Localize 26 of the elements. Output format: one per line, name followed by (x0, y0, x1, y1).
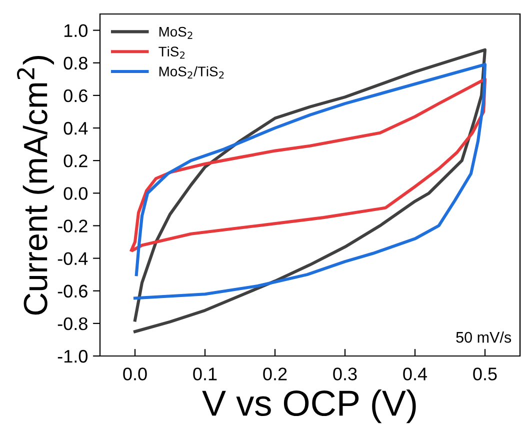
y-axis-title: Current (mA/cm$^{2}$) (16, 56, 54, 315)
x-tick-label: 0.4 (403, 368, 428, 380)
line-series (130, 78, 487, 252)
y-tick-label: 1.0 (64, 24, 88, 38)
y-tick-label: 0.8 (64, 56, 88, 70)
x-tick-label: 0.2 (263, 368, 287, 380)
line-series (133, 62, 487, 300)
y-tick-label: 0.0 (64, 187, 88, 200)
y-tick-label: 0.4 (64, 122, 88, 135)
y-tick-label: -0.4 (58, 252, 88, 266)
legend-label: MoS$_{2}$ (159, 26, 192, 39)
x-axis-title: V vs OCP (V) (202, 390, 416, 424)
y-tick-label: 0.6 (64, 89, 88, 102)
x-tick-label: 0.3 (333, 368, 357, 380)
annotation: 50 mV/s (456, 332, 512, 343)
x-tick-label: 0.5 (473, 368, 497, 380)
legend-label: TiS$_{2}$ (158, 46, 185, 59)
y-tick-label: -0.2 (58, 220, 88, 232)
line-series (133, 48, 487, 334)
x-tick-label: 0.1 (193, 368, 217, 380)
y-tick-label: -0.8 (58, 317, 88, 330)
y-tick-label: -1.0 (58, 350, 88, 363)
y-tick-label: -0.6 (58, 284, 88, 298)
legend-label: MoS$_{2}$/TiS$_{2}$ (159, 66, 224, 79)
y-tick-label: 0.2 (64, 154, 88, 168)
x-tick-label: 0.0 (123, 368, 147, 380)
